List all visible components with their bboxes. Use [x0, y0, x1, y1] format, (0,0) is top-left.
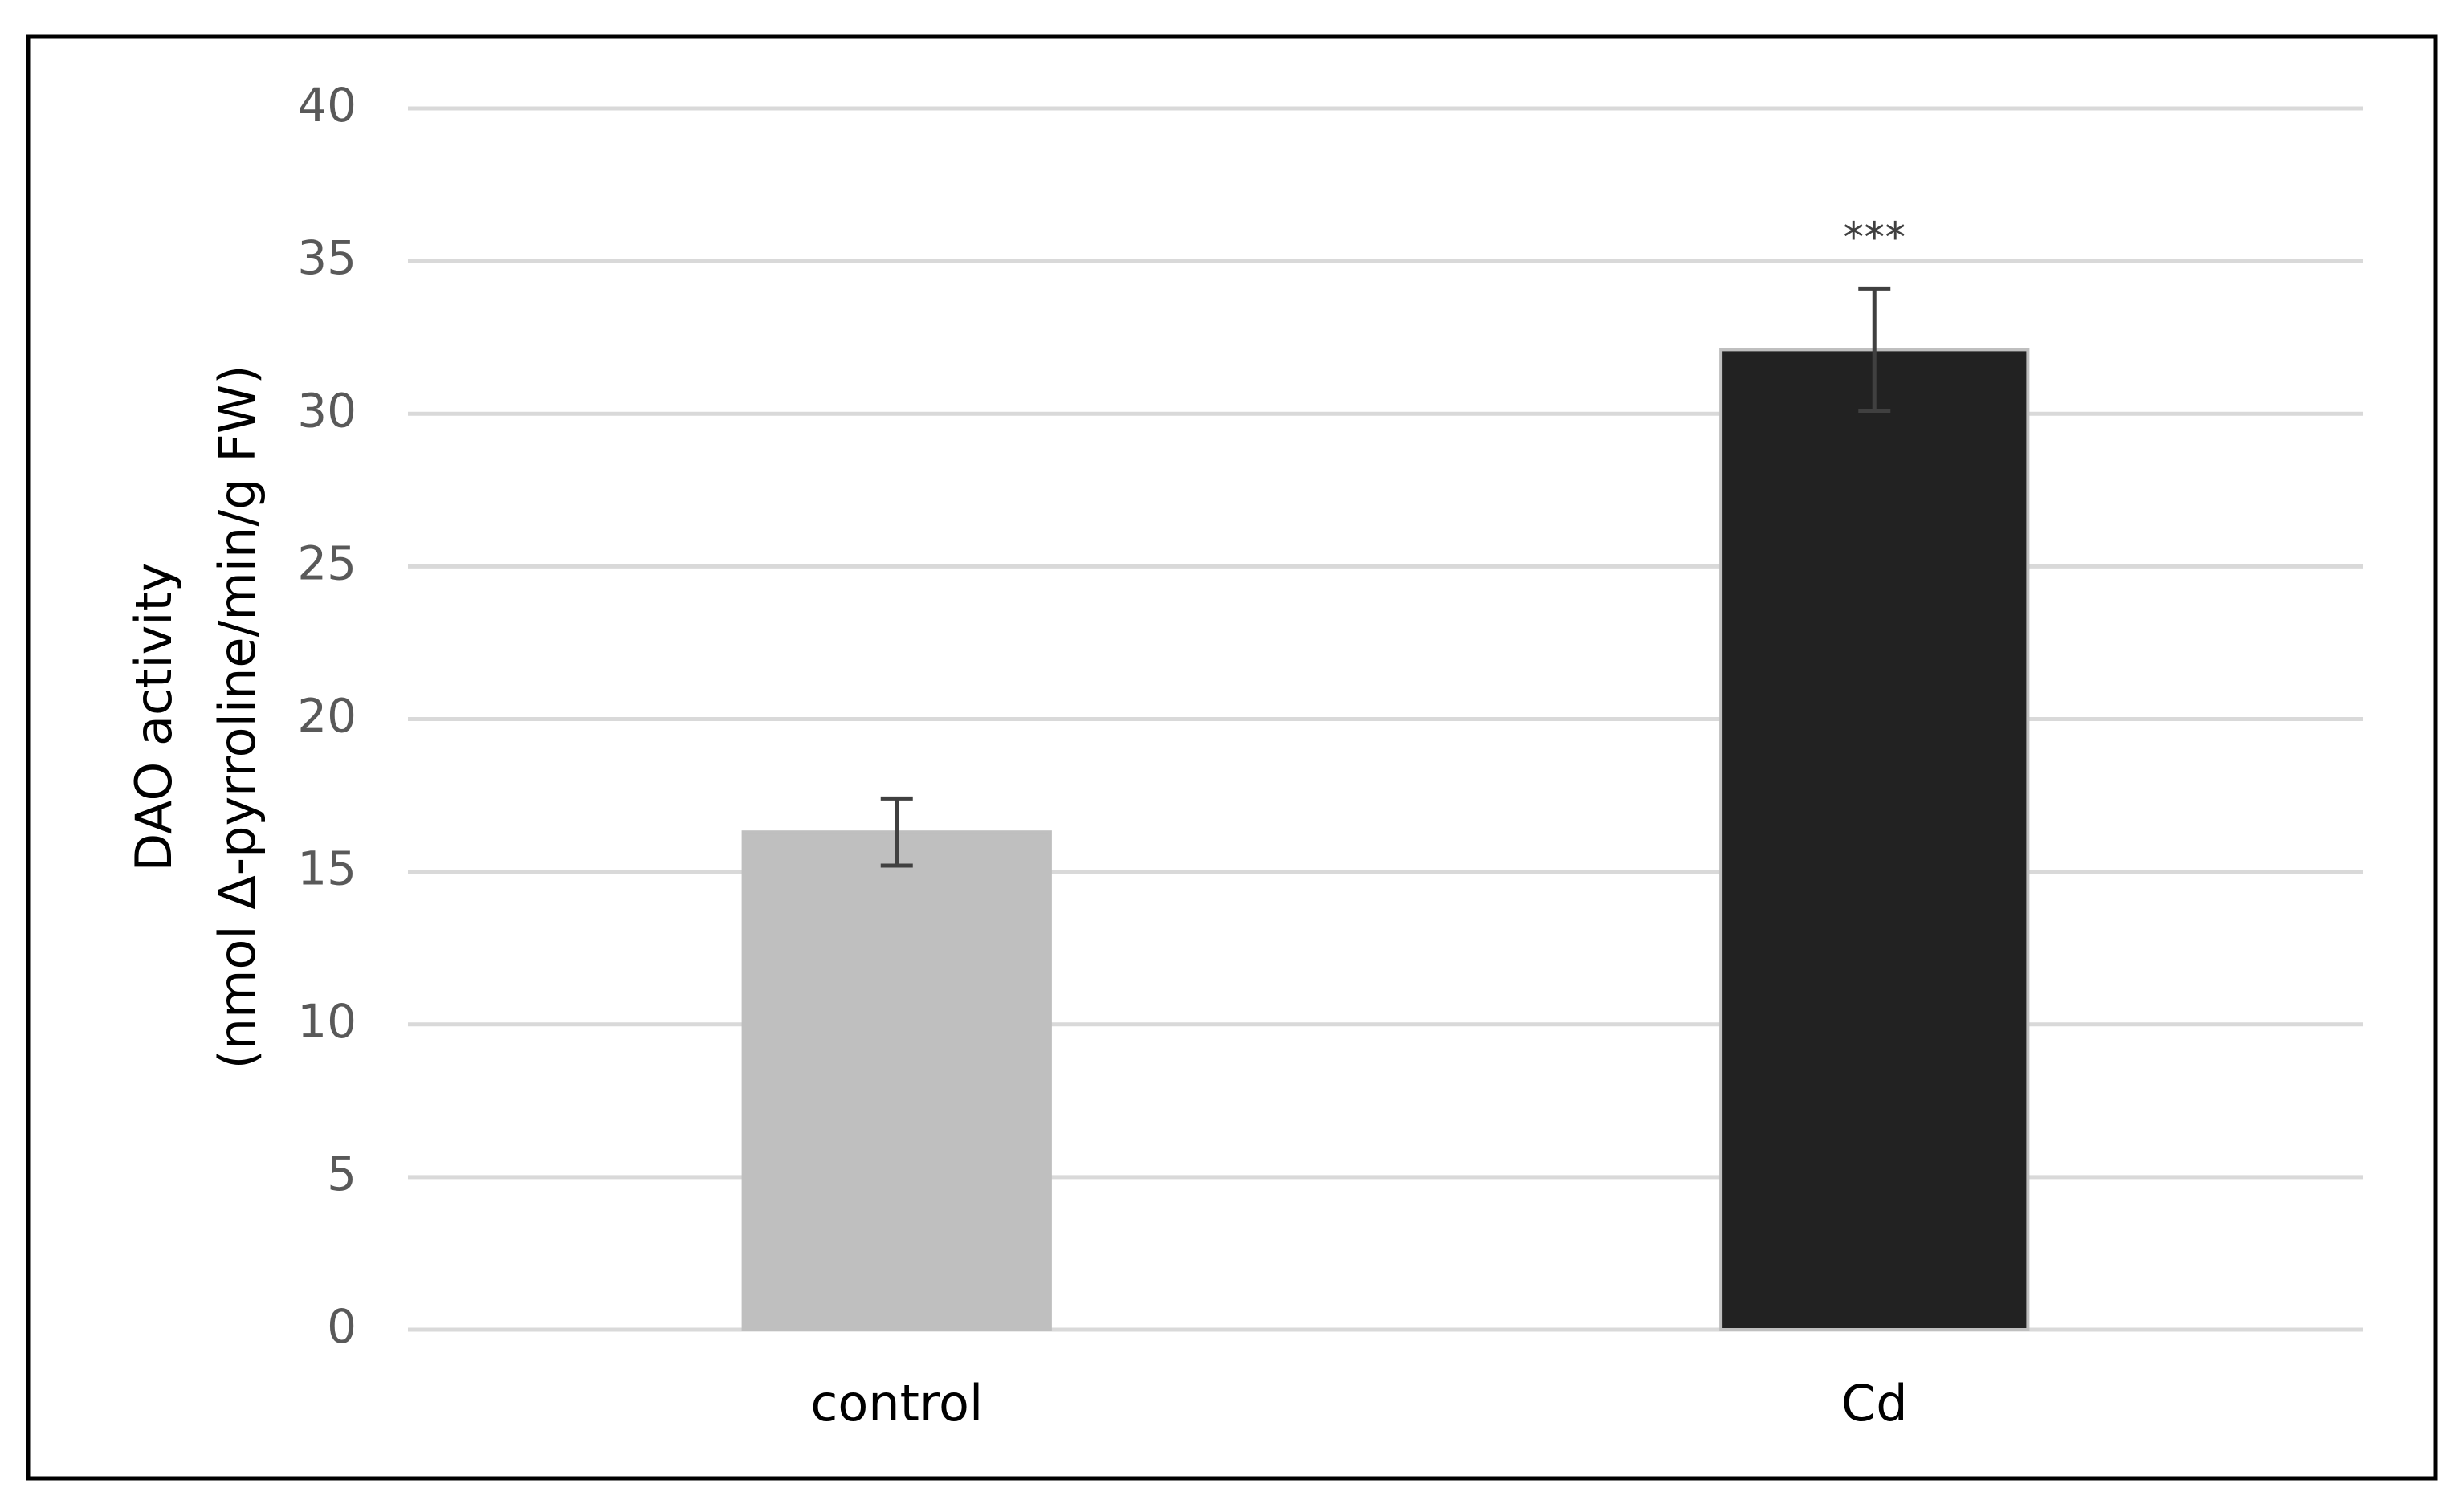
y-tick-label: 10: [297, 994, 357, 1049]
chart-border: [26, 34, 2438, 1481]
y-tick-label: 35: [297, 230, 357, 285]
y-axis-label-group: DAO activity (nmol Δ-pyrroline/min/g FW): [124, 365, 267, 1070]
bar: [741, 830, 1052, 1331]
y-tick-label: 20: [297, 689, 357, 744]
y-axis-label: DAO activity: [124, 562, 183, 871]
y-tick-label: 40: [297, 78, 357, 132]
bar: [1719, 348, 2030, 1332]
y-tick-label: 30: [297, 383, 357, 438]
y-tick-label: 15: [297, 842, 357, 896]
y-tick-label: 25: [297, 536, 357, 590]
y-axis-label: (nmol Δ-pyrroline/min/g FW): [208, 365, 267, 1070]
annotation: ***: [1843, 214, 1906, 262]
x-tick-label: control: [810, 1374, 983, 1433]
y-tick-label: 5: [327, 1147, 357, 1201]
x-tick-label: Cd: [1841, 1374, 1908, 1433]
y-tick-label: 0: [327, 1299, 357, 1354]
